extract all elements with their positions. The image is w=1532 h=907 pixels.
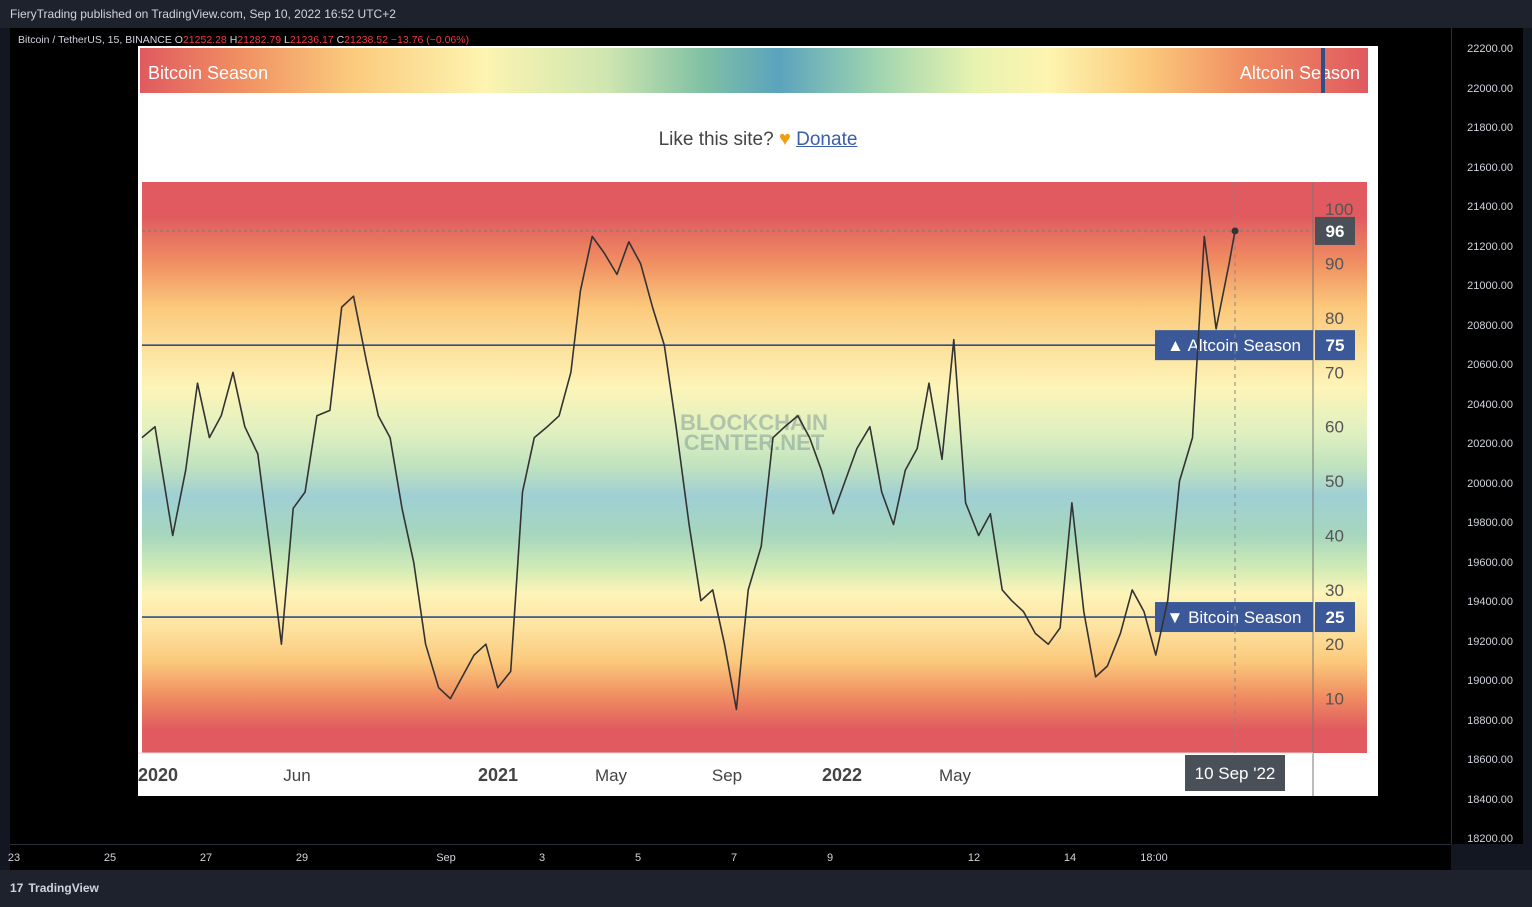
price-tick: 18800.00 <box>1467 714 1513 727</box>
tradingview-brand: TradingView <box>28 881 99 895</box>
index-series-line <box>141 230 1236 711</box>
tradingview-logo-icon: 17 <box>10 881 24 895</box>
time-tick: Sep <box>436 852 456 864</box>
y-tick-label: 60 <box>1325 418 1344 437</box>
symbol-name: Bitcoin / TetherUS, 15, BINANCE <box>18 34 172 46</box>
heart-icon: ♥ <box>778 128 791 150</box>
y-tick-label: 70 <box>1325 363 1344 382</box>
current-value-label: 96 <box>1326 222 1345 241</box>
time-tick: 29 <box>295 852 309 864</box>
y-tick-label: 100 <box>1325 200 1353 219</box>
current-value-badge <box>1315 216 1355 245</box>
close-label: C <box>336 34 345 46</box>
time-tick: 9 <box>826 852 834 864</box>
x-tick-label: May <box>595 766 628 785</box>
price-change: −13.76 (−0.06%) <box>390 34 470 46</box>
tradingview-logo[interactable]: 17 TradingView <box>10 881 99 895</box>
price-tick: 20400.00 <box>1467 398 1513 411</box>
price-axis[interactable]: 22200.00 22000.00 21800.00 21600.00 21400.00… <box>1451 28 1523 845</box>
threshold-value: 25 <box>1326 608 1345 627</box>
price-tick: 19800.00 <box>1467 517 1513 529</box>
threshold-value-badge <box>1315 602 1355 633</box>
threshold-badge <box>1155 602 1313 633</box>
footer-bar: 17 TradingView <box>0 870 1532 907</box>
price-tick: 20200.00 <box>1467 438 1513 450</box>
price-tick: 21400.00 <box>1467 201 1513 213</box>
embedded-chart-image: Bitcoin Season Altcoin Season Like this … <box>138 46 1378 796</box>
altcoin-season-label: Altcoin Season <box>1239 63 1360 83</box>
x-tick-label: Sep <box>712 766 742 785</box>
y-tick-label: 30 <box>1325 581 1344 600</box>
y-tick-label: 90 <box>1325 255 1344 274</box>
price-tick: 18600.00 <box>1467 754 1513 766</box>
time-tick: 27 <box>199 852 213 864</box>
time-tick: 12 <box>967 852 981 864</box>
close-value: 21238.52 <box>344 34 388 46</box>
x-tick-label: Jun <box>283 766 310 785</box>
time-tick: 14 <box>1063 852 1077 864</box>
time-tick: 25 <box>103 852 117 864</box>
time-axis[interactable]: 23 25 27 29 Sep 3 5 7 9 12 14 18:00 <box>7 844 1451 871</box>
current-date-label: 10 Sep '22 <box>1195 764 1276 783</box>
price-tick: 21000.00 <box>1467 280 1513 292</box>
y-tick-label: 10 <box>1325 690 1344 709</box>
price-tick: 20800.00 <box>1467 319 1513 332</box>
price-tick: 19000.00 <box>1467 675 1513 687</box>
publisher-text: FieryTrading published on TradingView.co… <box>10 7 396 21</box>
price-tick: 22000.00 <box>1467 82 1513 95</box>
price-tick: 20000.00 <box>1467 477 1513 490</box>
x-tick-label: 2022 <box>822 765 862 785</box>
x-tick-label: 2021 <box>478 765 518 785</box>
open-value: 21252.28 <box>182 34 227 46</box>
high-label: H <box>229 34 238 46</box>
time-tick: 18:00 <box>1140 852 1168 864</box>
high-value: 21282.79 <box>237 34 282 46</box>
y-tick-label: 80 <box>1325 309 1344 328</box>
open-label: O <box>174 34 183 46</box>
bitcoin-season-label: Bitcoin Season <box>148 63 269 83</box>
current-point <box>1231 227 1239 235</box>
threshold-badge <box>1155 330 1313 361</box>
y-tick-label: 50 <box>1325 472 1344 491</box>
x-tick-label: 2020 <box>138 765 178 785</box>
price-tick: 18200.00 <box>1467 833 1513 845</box>
season-color-band <box>142 182 1367 753</box>
threshold-label: ▼ Bitcoin Season <box>1167 608 1302 627</box>
price-tick: 18400.00 <box>1467 793 1513 806</box>
threshold-label: ▲ Altcoin Season <box>1167 336 1301 355</box>
donate-line: Like this site? ♥ Donate <box>138 128 1378 151</box>
time-tick: 23 <box>7 852 21 864</box>
price-tick: 19200.00 <box>1467 635 1513 648</box>
low-label: L <box>284 34 290 46</box>
time-tick: 3 <box>538 852 546 864</box>
y-tick-label: 40 <box>1325 526 1344 545</box>
symbol-legend: Bitcoin / TetherUS, 15, BINANCE O21252.2… <box>18 34 469 46</box>
watermark-line-2: CENTER.NET <box>684 430 825 455</box>
low-value: 21236.17 <box>289 34 334 46</box>
y-tick-label: 20 <box>1325 635 1344 654</box>
current-date-badge <box>1185 755 1286 791</box>
season-position-marker <box>1321 48 1325 93</box>
season-gradient-bar: Bitcoin Season Altcoin Season <box>140 48 1368 93</box>
time-tick: 5 <box>634 852 642 864</box>
watermark-line-1: BLOCKCHAIN <box>680 410 828 435</box>
price-tick: 21800.00 <box>1467 122 1513 134</box>
threshold-value-badge <box>1315 330 1355 361</box>
price-tick: 21600.00 <box>1467 161 1513 174</box>
threshold-value: 75 <box>1326 336 1345 355</box>
donate-prefix: Like this site? <box>658 129 774 150</box>
price-tick: 19400.00 <box>1467 596 1513 608</box>
time-tick: 7 <box>730 852 738 864</box>
price-tick: 21200.00 <box>1467 240 1513 253</box>
x-tick-label: May <box>939 766 972 785</box>
publisher-header: FieryTrading published on TradingView.co… <box>0 0 1532 28</box>
price-tick: 20600.00 <box>1467 359 1513 371</box>
price-tick: 22200.00 <box>1467 43 1513 55</box>
donate-link[interactable]: Donate <box>796 129 858 150</box>
price-tick: 19600.00 <box>1467 556 1513 569</box>
